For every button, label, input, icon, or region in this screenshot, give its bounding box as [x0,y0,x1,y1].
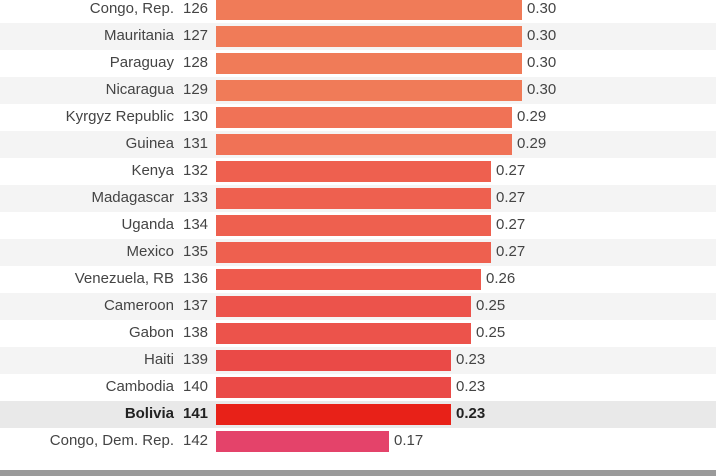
value-label: 0.30 [527,81,557,98]
bar [216,296,471,317]
bar [216,0,522,20]
country-label: Nicaragua [105,81,174,98]
rank-label: 132 [183,162,209,179]
chart-row: Paraguay 128 0.30 [0,50,716,77]
rank-label: 131 [183,135,209,152]
bar [216,404,451,425]
value-label: 0.27 [496,162,526,179]
chart-row: Congo, Rep. 126 0.30 [0,0,716,23]
country-label: Venezuela, RB [74,270,174,287]
value-label: 0.27 [496,216,526,233]
chart-row: Mexico 135 0.27 [0,239,716,266]
chart-row: Congo, Dem. Rep. 142 0.17 [0,428,716,455]
value-label: 0.30 [527,54,557,71]
bottom-divider [0,470,716,476]
bar [216,26,522,47]
chart-row: Bolivia 141 0.23 [0,401,716,428]
bar [216,431,389,452]
value-label: 0.25 [476,297,506,314]
value-label: 0.30 [527,27,557,44]
country-label: Gabon [128,324,174,341]
rank-label: 133 [183,189,209,206]
country-label: Mauritania [103,27,174,44]
chart-row: Gabon 138 0.25 [0,320,716,347]
country-label: Congo, Dem. Rep. [49,432,174,449]
country-label: Uganda [121,216,174,233]
country-label: Haiti [143,351,174,368]
chart-row: Cameroon 137 0.25 [0,293,716,320]
value-label: 0.27 [496,243,526,260]
chart-row: Venezuela, RB 136 0.26 [0,266,716,293]
country-label: Mexico [126,243,174,260]
bar [216,215,491,236]
value-label: 0.25 [476,324,506,341]
rank-label: 139 [183,351,209,368]
rank-label: 135 [183,243,209,260]
chart-row: Uganda 134 0.27 [0,212,716,239]
bar [216,269,481,290]
rank-label: 136 [183,270,209,287]
rank-label: 134 [183,216,209,233]
bar [216,188,491,209]
rank-label: 126 [183,0,209,17]
chart-row: Madagascar 133 0.27 [0,185,716,212]
country-label: Cambodia [105,378,174,395]
rank-label: 129 [183,81,209,98]
rank-label: 127 [183,27,209,44]
chart-row: Guinea 131 0.29 [0,131,716,158]
country-label: Kenya [131,162,174,179]
bar [216,80,522,101]
bar [216,350,451,371]
bar [216,134,512,155]
chart-row: Kenya 132 0.27 [0,158,716,185]
bar [216,161,491,182]
country-label: Kyrgyz Republic [65,108,174,125]
chart-row: Cambodia 140 0.23 [0,374,716,401]
bar [216,53,522,74]
bar [216,323,471,344]
chart-row: Mauritania 127 0.30 [0,23,716,50]
rank-label: 141 [183,405,209,422]
value-label: 0.23 [456,405,486,422]
rank-label: 140 [183,378,209,395]
country-label: Guinea [125,135,174,152]
country-label: Paraguay [109,54,174,71]
value-label: 0.30 [527,0,557,17]
country-label: Madagascar [91,189,174,206]
value-label: 0.27 [496,189,526,206]
chart-row: Kyrgyz Republic 130 0.29 [0,104,716,131]
value-label: 0.17 [394,432,424,449]
rank-label: 142 [183,432,209,449]
bar [216,377,451,398]
rank-label: 138 [183,324,209,341]
bar [216,107,512,128]
bar [216,242,491,263]
rank-label: 137 [183,297,209,314]
value-label: 0.23 [456,351,486,368]
country-label: Congo, Rep. [89,0,174,17]
country-label: Cameroon [103,297,174,314]
value-label: 0.26 [486,270,516,287]
value-label: 0.29 [517,108,547,125]
chart-row: Nicaragua 129 0.30 [0,77,716,104]
chart-row: Haiti 139 0.23 [0,347,716,374]
rank-label: 128 [183,54,209,71]
value-label: 0.29 [517,135,547,152]
value-label: 0.23 [456,378,486,395]
rank-label: 130 [183,108,209,125]
country-label: Bolivia [124,405,174,422]
